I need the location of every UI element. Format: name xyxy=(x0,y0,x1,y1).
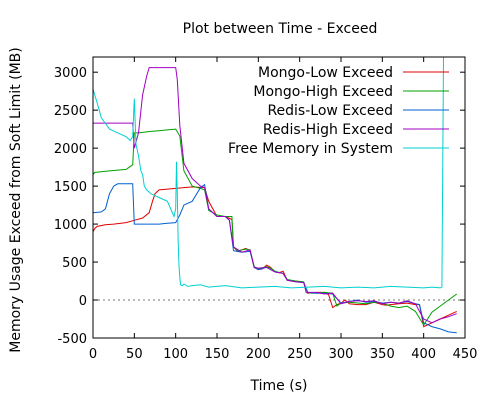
y-tick-label: 1500 xyxy=(54,180,87,195)
y-tick-label: -500 xyxy=(57,332,87,347)
legend-label: Redis-Low Exceed xyxy=(267,103,393,119)
y-axis-label: Memory Usage Exceed from Soft Limit (MB) xyxy=(8,47,24,352)
y-tick-label: 3000 xyxy=(54,66,87,81)
x-tick-label: 150 xyxy=(205,347,230,362)
y-tick-label: 2500 xyxy=(54,104,87,119)
plot-area: 0 50 100 150 200 250 300 350 400 450-500050010001… xyxy=(54,56,478,362)
x-tick-label: 400 xyxy=(411,347,436,362)
x-tick-label: 300 xyxy=(329,347,354,362)
legend-label: Mongo-High Exceed xyxy=(253,84,393,100)
legend-label: Redis-High Exceed xyxy=(263,122,393,138)
x-tick-label: 350 xyxy=(370,347,395,362)
series-line xyxy=(93,57,444,289)
series-line xyxy=(93,186,457,328)
legend: Mongo-Low Exceed Mongo-High Exceed Redis-L… xyxy=(228,65,449,157)
series-line xyxy=(93,183,457,334)
x-tick-label: 200 xyxy=(246,347,271,362)
x-tick-label: 250 xyxy=(287,347,312,362)
x-tick-label: 0 xyxy=(89,347,97,362)
y-tick-label: 2000 xyxy=(54,142,87,157)
y-tick-label: 1000 xyxy=(54,218,87,233)
x-tick-label: 100 xyxy=(163,347,188,362)
legend-label: Mongo-Low Exceed xyxy=(258,65,393,81)
x-tick-label: 50 xyxy=(126,347,143,362)
legend-label: Free Memory in System xyxy=(228,141,393,157)
chart-title: Plot between Time - Exceed xyxy=(183,21,378,37)
series-group xyxy=(93,57,457,334)
series-line xyxy=(93,67,457,324)
x-axis-label: Time (s) xyxy=(250,378,308,394)
series-line xyxy=(93,128,457,327)
y-tick-label: 500 xyxy=(62,256,87,271)
plot-frame xyxy=(92,56,466,339)
y-tick-label: 0 xyxy=(79,294,87,309)
x-tick-label: 450 xyxy=(453,347,478,362)
